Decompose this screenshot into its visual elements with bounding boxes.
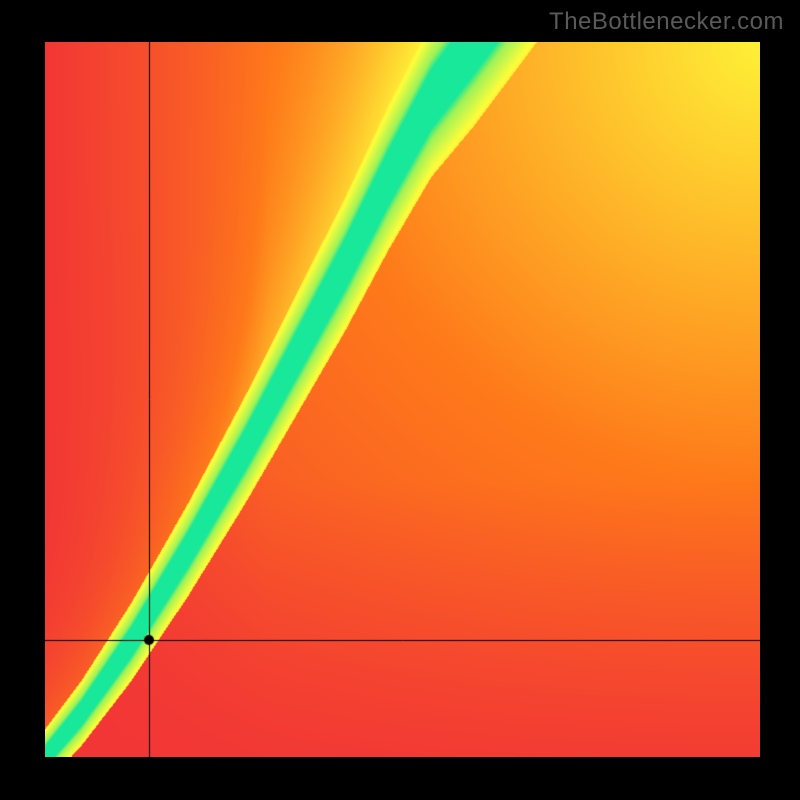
bottleneck-heatmap — [45, 42, 760, 757]
watermark-text: TheBottlenecker.com — [549, 8, 784, 36]
heatmap-canvas — [45, 42, 760, 757]
